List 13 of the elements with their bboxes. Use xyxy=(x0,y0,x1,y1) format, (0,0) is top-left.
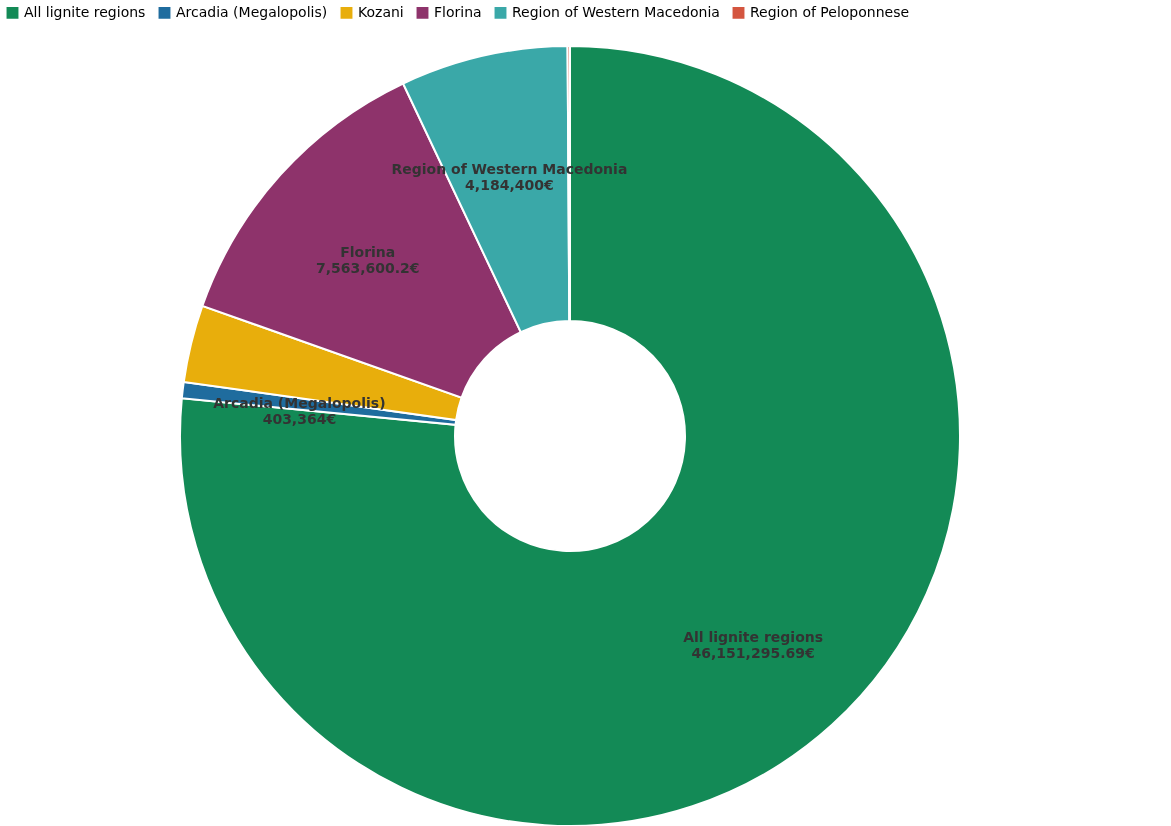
data-label: 7,563,600.2€ xyxy=(315,260,420,277)
data-label: 403,364€ xyxy=(262,410,337,427)
slice-label: All lignite regions xyxy=(683,628,824,645)
slice-label: Arcadia (Megalopolis) xyxy=(213,394,386,411)
data-label: 46,151,295.69€ xyxy=(691,644,815,661)
slice-label: Florina xyxy=(340,244,396,261)
legend-label: Florina xyxy=(434,3,482,20)
legend-label: Kozani xyxy=(358,3,404,20)
legend-label: All lignite regions xyxy=(24,3,146,20)
legend-label: Region of Peloponnese xyxy=(750,3,910,20)
legend-label: Arcadia (Megalopolis) xyxy=(176,3,328,20)
data-label: 4,184,400€ xyxy=(465,177,554,194)
legend-label: Region of Western Macedonia xyxy=(512,3,720,20)
